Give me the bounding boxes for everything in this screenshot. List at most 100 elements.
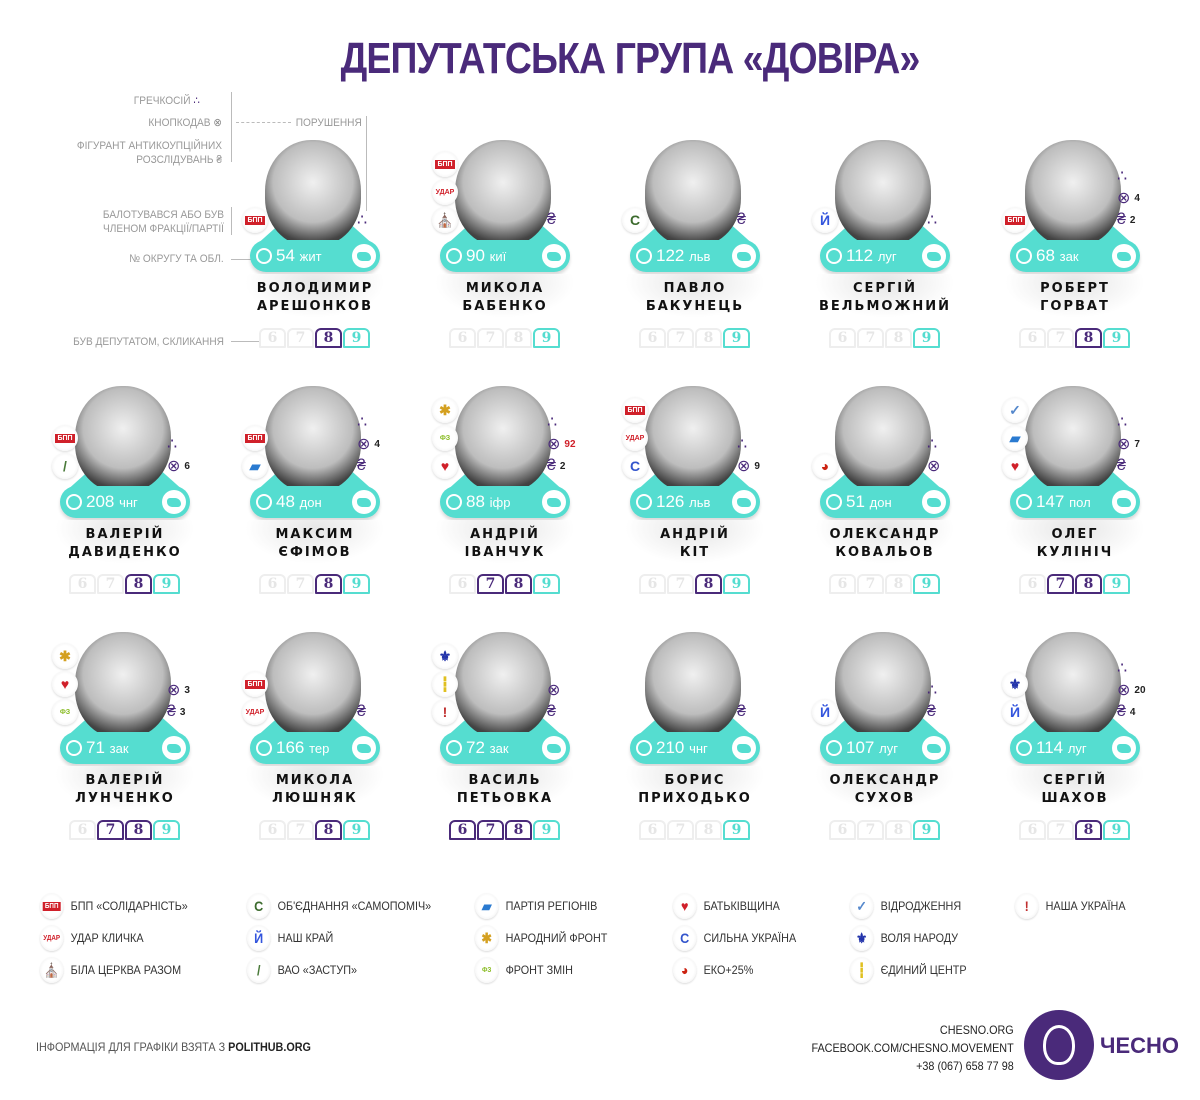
party-icon-regions: ▰: [242, 453, 268, 479]
knopko-icon: ⊗ 4: [1117, 190, 1140, 207]
party-icon-yed: ┇: [432, 671, 458, 697]
party-icon-batk: ♥: [52, 671, 78, 697]
convocation-7: 7: [287, 574, 314, 594]
district-badge: 122 льв: [630, 240, 760, 272]
legend-party: БАЛОТУВАВСЯ АБО БУВ ЧЛЕНОМ ФРАКЦІЇ/ПАРТІ…: [102, 209, 224, 235]
knopko-icon: ⊗: [547, 682, 561, 699]
party-icon-sylna: C: [673, 925, 697, 951]
convocation-6: 6: [259, 574, 286, 594]
deputy-photo: [265, 140, 361, 246]
deputy-name: СЕРГІЙ ВЕЛЬМОЖНИЙ: [818, 281, 952, 314]
party-icon-vidr: ✓: [1002, 397, 1028, 423]
deputy-photo: [1025, 140, 1121, 246]
grechka-icon: ∴: [1117, 414, 1128, 431]
facebook-link[interactable]: FACEBOOK.COM/CHESNO.MOVEMENT: [811, 1041, 1014, 1055]
party-icon-volia: ⚜: [850, 925, 874, 951]
convocation-8: 8: [125, 820, 152, 840]
grechka-icon: ∴: [737, 436, 748, 453]
party-icon-narfront: ✱: [432, 397, 458, 423]
party-icon-frontzmin: ФЗ: [475, 957, 499, 983]
deputy-card[interactable]: 54 жит ВОЛОДИМИР АРЕШОНКОВ 6 7 8 9 БПП ∴: [220, 140, 410, 350]
legend-party-sylna: C СИЛЬНА УКРАЇНА: [673, 925, 796, 951]
deputy-card[interactable]: 126 льв АНДРІЙ КІТ 6 7 8 9 БПП УДАР C ∴ ⊗ 9: [600, 386, 790, 596]
convocation-6: 6: [1019, 574, 1046, 594]
deputy-card[interactable]: 122 льв ПАВЛО БАКУНЕЦЬ 6 7 8 9 С ₴: [600, 140, 790, 350]
convocation-8: 8: [885, 820, 912, 840]
convocation-6: 6: [449, 328, 476, 348]
ukraine-map-icon: [352, 736, 376, 760]
grechka-icon: ∴: [1117, 168, 1128, 185]
party-icon-bpp: БПП: [432, 151, 458, 177]
convocation-9: 9: [533, 820, 560, 840]
grechka-icon: ∴: [547, 414, 558, 431]
legend-party-vidr: ✓ ВІДРОДЖЕННЯ: [850, 893, 961, 919]
party-icon-bpp: БПП: [242, 207, 268, 233]
knopko-icon: ⊗ 6: [167, 458, 190, 475]
ukraine-map-icon: [1112, 736, 1136, 760]
target-icon: [256, 740, 272, 756]
deputy-card[interactable]: 88 іфр АНДРІЙ ІВАНЧУК 6 7 8 9 ✱ ФЗ ♥ ∴ ⊗ 92 ₴ 2: [410, 386, 600, 596]
convocation-9: 9: [153, 574, 180, 594]
deputy-card[interactable]: 210 чнг БОРИС ПРИХОДЬКО 6 7 8 9 ₴: [600, 632, 790, 842]
target-icon: [446, 740, 462, 756]
deputy-name: ОЛЕГ КУЛІНІЧ: [1036, 527, 1114, 560]
deputy-card[interactable]: 112 луг СЕРГІЙ ВЕЛЬМОЖНИЙ 6 7 8 9 Й ∴: [790, 140, 980, 350]
district-badge: 90 киї: [440, 240, 570, 272]
target-icon: [446, 248, 462, 264]
party-icon-udar: УДАР: [622, 425, 648, 451]
convocation-9: 9: [1103, 574, 1130, 594]
legend-party-regions: ▰ ПАРТІЯ РЕГІОНІВ: [475, 893, 597, 919]
convocation-6: 6: [1019, 328, 1046, 348]
target-icon: [1016, 248, 1032, 264]
district-badge: 68 зак: [1010, 240, 1140, 272]
deputy-photo: [455, 632, 551, 738]
knopko-icon: ⊗ 7: [1117, 436, 1140, 453]
deputy-name: МИКОЛА БАБЕНКО: [462, 281, 548, 314]
deputy-card[interactable]: 51 дон ОЛЕКСАНДР КОВАЛЬОВ 6 7 8 9 ◕ ∴ ⊗: [790, 386, 980, 596]
convocation-7: 7: [477, 820, 504, 840]
party-icon-bpp: БПП: [622, 397, 648, 423]
convocation-6: 6: [639, 328, 666, 348]
deputy-card[interactable]: 208 чнг ВАЛЕРІЙ ДАВИДЕНКО 6 7 8 9 БПП / ∴ ⊗ 6: [30, 386, 220, 596]
ukraine-map-icon: [542, 244, 566, 268]
convocation-8: 8: [505, 328, 532, 348]
deputy-name: ВАСИЛЬ ПЕТЬОВКА: [456, 773, 554, 806]
target-icon: [826, 248, 842, 264]
party-icon-nashkrai: Й: [247, 925, 271, 951]
party-icon-bpp: БПП: [242, 671, 268, 697]
convocation-7: 7: [477, 328, 504, 348]
deputy-card[interactable]: 90 киї МИКОЛА БАБЕНКО 6 7 8 9 БПП УДАР ⛪ ₴: [410, 140, 600, 350]
deputy-card[interactable]: 48 дон МАКСИМ ЄФІМОВ 6 7 8 9 БПП ▰ ∴ ⊗ 4 ₴: [220, 386, 410, 596]
ukraine-map-icon: [922, 490, 946, 514]
deputy-card[interactable]: 114 луг СЕРГІЙ ШАХОВ 6 7 8 9 ⚜ Й ∴ ⊗ 20 ₴ 4: [980, 632, 1170, 842]
deputy-card[interactable]: 147 пол ОЛЕГ КУЛІНІЧ 6 7 8 9 ✓ ▰ ♥ ∴ ⊗ 7 ₴: [980, 386, 1170, 596]
ukraine-map-icon: [1112, 244, 1136, 268]
deputy-photo: [265, 386, 361, 492]
ukraine-map-icon: [732, 244, 756, 268]
convocation-8: 8: [1075, 574, 1102, 594]
convocation-6: 6: [69, 820, 96, 840]
hryvnia-icon: ₴ 2: [547, 457, 566, 474]
district-badge: 51 дон: [820, 486, 950, 518]
convocation-6: 6: [639, 574, 666, 594]
hryvnia-icon: ₴: [927, 703, 936, 720]
deputy-card[interactable]: 107 луг ОЛЕКСАНДР СУХОВ 6 7 8 9 Й ∴ ₴: [790, 632, 980, 842]
convocation-8: 8: [505, 820, 532, 840]
convocation-8: 8: [315, 820, 342, 840]
party-icon-samopomich: С: [247, 893, 271, 919]
grechka-icon: ∴: [1117, 660, 1128, 677]
convocation-9: 9: [723, 328, 750, 348]
hryvnia-icon: ₴: [1117, 457, 1126, 474]
deputy-card[interactable]: 72 зак ВАСИЛЬ ПЕТЬОВКА 6 7 8 9 ⚜ ┇! ⊗ ₴: [410, 632, 600, 842]
site-link[interactable]: CHESNO.ORG: [940, 1023, 1014, 1037]
deputy-card[interactable]: 71 зак ВАЛЕРІЙ ЛУНЧЕНКО 6 7 8 9 ✱ ♥ ФЗ ⊗ 3 ₴ 3: [30, 632, 220, 842]
party-icon-samopomich: С: [622, 207, 648, 233]
convocation-7: 7: [97, 574, 124, 594]
convocation-6: 6: [449, 574, 476, 594]
deputy-card[interactable]: 68 зак РОБЕРТ ГОРВАТ 6 7 8 9 БПП ∴ ⊗ 4 ₴ 2: [980, 140, 1170, 350]
party-icon-udar: УДАР: [242, 699, 268, 725]
deputy-name: ВАЛЕРІЙ ЛУНЧЕНКО: [75, 773, 175, 806]
district-badge: 208 чнг: [60, 486, 190, 518]
knopko-icon: ⊗ 9: [737, 458, 760, 475]
deputy-card[interactable]: 166 тер МИКОЛА ЛЮШНЯК 6 7 8 9 БПП УДАР ₴: [220, 632, 410, 842]
